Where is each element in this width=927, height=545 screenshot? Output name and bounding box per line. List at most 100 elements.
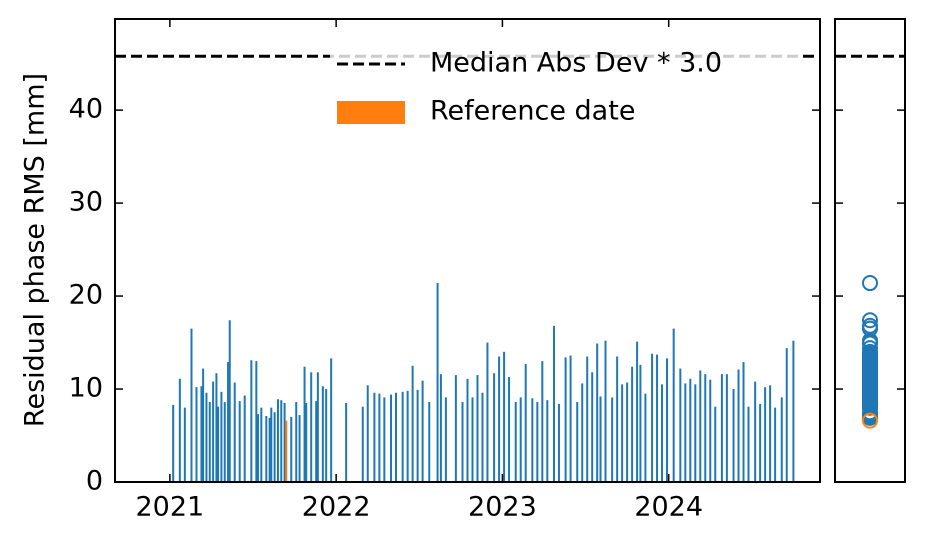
bar [576,402,579,482]
bar [694,384,697,482]
plot-frame [114,18,821,483]
scatter-point [862,332,878,349]
reference-point [862,412,878,429]
bar [519,397,522,482]
bar [208,402,211,482]
bar [361,406,364,482]
bar [295,402,298,482]
bar [759,403,762,482]
bar [493,373,496,482]
side-frame [834,18,906,483]
bar [428,402,431,482]
bar [315,401,318,482]
bar [215,373,218,482]
bar [616,356,619,482]
bar [466,378,469,482]
bar [238,401,241,482]
bar [524,363,527,482]
bar [390,394,393,482]
bar [581,383,584,482]
bar [631,366,634,482]
bar [183,407,186,482]
y-tick-label: 40 [69,94,103,125]
bar [273,412,276,482]
bar [345,402,348,482]
bar [569,355,572,482]
bar [656,354,659,482]
bar [764,387,767,482]
bar [220,391,223,482]
bar [541,361,544,482]
bar [699,370,702,482]
bar [395,392,398,482]
bar [461,402,464,482]
bar [416,389,419,482]
scatter-point [862,377,878,394]
bar [586,356,589,482]
scatter-point [862,312,878,329]
bar [383,397,386,482]
bar [205,392,208,482]
bar [471,397,474,482]
bar [732,389,735,482]
bar [709,379,712,482]
bar [421,380,424,482]
bar [256,414,259,482]
scatter-point [862,320,878,337]
legend-swatch [337,101,405,124]
bar [270,407,273,482]
y-tick-label: 10 [69,373,103,404]
bar [498,356,501,482]
bar [621,384,624,482]
bar [202,368,205,482]
bar [436,283,439,482]
bar [684,383,687,482]
x-tick-label: 2023 [468,492,537,523]
scatter-point [862,361,878,378]
legend-label: Median Abs Dev * 3.0 [430,48,722,79]
bar [195,387,198,482]
bar [378,393,381,482]
bar [298,415,301,482]
bar [636,341,639,482]
bar [792,340,795,482]
bar [644,393,647,482]
bar [725,374,728,482]
bar [742,362,745,482]
bar [747,406,750,482]
bar [651,353,654,482]
bar [557,403,560,482]
legend-background [330,40,800,140]
bar [531,398,534,482]
bar [476,375,479,482]
bar [255,361,258,482]
y-tick-label: 0 [86,466,103,497]
bar [280,400,283,482]
bar [486,342,489,482]
bar [639,364,642,482]
bar [401,391,404,482]
scatter-point [862,340,878,357]
bar [785,348,788,482]
bar [265,415,268,482]
x-tick-label: 2022 [302,492,371,523]
bar [769,385,772,482]
bar [454,375,457,482]
legend-label: Reference date [430,96,635,127]
y-axis-title: Residual phase RMS [mm] [20,73,51,427]
bar [227,362,230,482]
bar [190,328,193,482]
bar [774,407,777,482]
bar [508,376,511,482]
x-tick-label: 2024 [634,492,703,523]
bar [704,374,707,482]
bar [626,382,629,482]
bar [305,402,308,482]
bar [178,378,181,482]
bar [546,400,549,482]
bar [330,358,333,482]
bar [679,368,682,482]
bar [604,340,607,482]
bar [373,392,376,482]
